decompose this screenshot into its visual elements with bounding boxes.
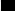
Text: (b): (b) <box>12 0 15 11</box>
Text: (a): (a) <box>12 0 15 11</box>
